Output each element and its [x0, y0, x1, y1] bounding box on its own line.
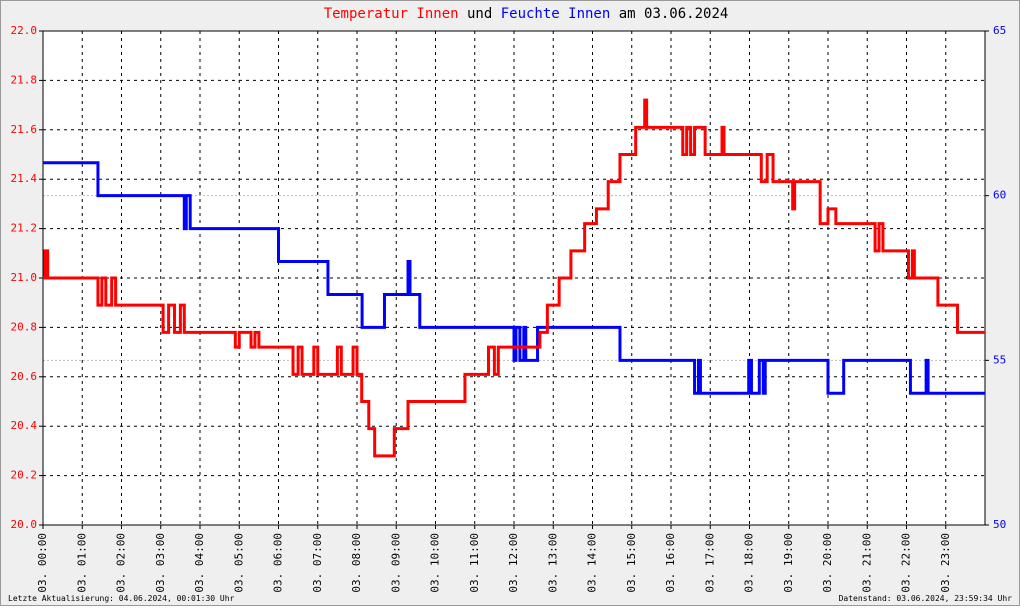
y-tick-label: 21.6	[11, 123, 38, 136]
x-tick-label: 03. 02:00	[115, 533, 128, 593]
x-tick-label: 03. 00:00	[36, 533, 49, 593]
data-line	[43, 161, 985, 395]
y-tick-label: 21.2	[11, 222, 38, 235]
y-tick-label: 20.4	[11, 419, 38, 432]
y-tick-label: 20.2	[11, 469, 38, 482]
title-part: am 03.06.2024	[619, 6, 729, 22]
x-tick-label: 03. 01:00	[75, 533, 88, 593]
footer-right: Datenstand: 03.06.2024, 23:59:34 Uhr	[839, 594, 1013, 603]
title-part: Temperatur Innen	[324, 6, 459, 22]
x-tick-label: 03. 12:00	[507, 533, 520, 593]
x-tick-label: 03. 05:00	[232, 533, 245, 593]
footer-left: Letzte Aktualisierung: 04.06.2024, 00:01…	[8, 594, 235, 603]
x-tick-label: 03. 20:00	[821, 533, 834, 593]
x-tick-label: 03. 08:00	[350, 533, 363, 593]
x-tick-label: 03. 03:00	[154, 533, 167, 593]
x-tick-label: 03. 13:00	[546, 533, 559, 593]
x-tick-label: 03. 11:00	[468, 533, 481, 593]
y-tick-label: 21.4	[11, 172, 38, 185]
title-part: und	[467, 6, 492, 22]
title-part: Feuchte Innen	[501, 6, 611, 22]
y2-tick-label: 50	[993, 518, 1006, 531]
x-tick-label: 03. 19:00	[782, 533, 795, 593]
y-tick-label: 20.8	[11, 320, 38, 333]
y-tick-label: 21.0	[11, 271, 38, 284]
y2-tick-label: 55	[993, 353, 1006, 366]
x-tick-label: 03. 17:00	[703, 533, 716, 593]
x-tick-label: 03. 10:00	[429, 533, 442, 593]
x-tick-label: 03. 14:00	[586, 533, 599, 593]
y-tick-label: 21.8	[11, 73, 38, 86]
data-line	[43, 98, 985, 458]
y-tick-label: 20.0	[11, 518, 38, 531]
x-tick-label: 03. 21:00	[860, 533, 873, 593]
x-tick-label: 03. 22:00	[900, 533, 913, 593]
y2-tick-label: 60	[993, 189, 1006, 202]
y-tick-label: 22.0	[11, 24, 38, 37]
y2-tick-label: 65	[993, 24, 1006, 37]
y-tick-label: 20.6	[11, 370, 38, 383]
x-tick-label: 03. 18:00	[743, 533, 756, 593]
x-tick-label: 03. 23:00	[939, 533, 952, 593]
x-tick-label: 03. 06:00	[272, 533, 285, 593]
x-tick-label: 03. 16:00	[664, 533, 677, 593]
x-tick-label: 03. 15:00	[625, 533, 638, 593]
x-tick-label: 03. 07:00	[311, 533, 324, 593]
chart-title: Temperatur Innen und Feuchte Innen am 03…	[324, 6, 729, 22]
x-tick-label: 03. 04:00	[193, 533, 206, 593]
x-tick-label: 03. 09:00	[389, 533, 402, 593]
